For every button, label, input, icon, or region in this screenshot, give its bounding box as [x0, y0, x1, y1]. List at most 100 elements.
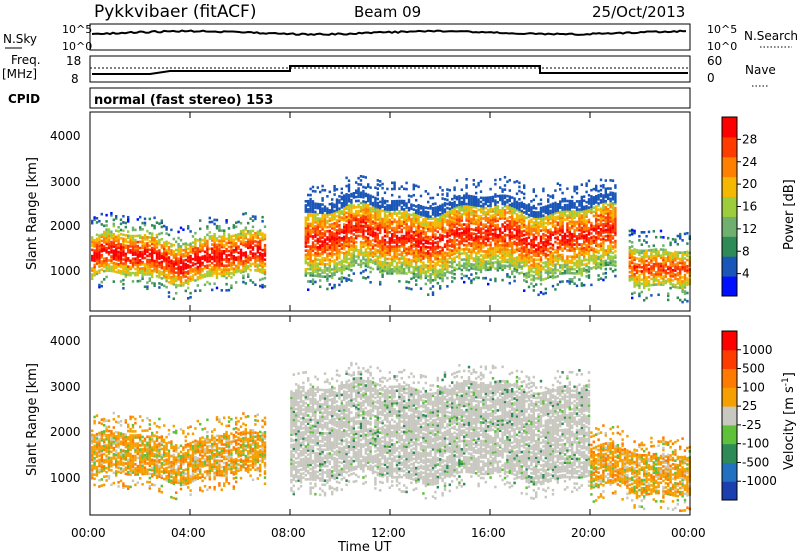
echo-cell — [458, 215, 461, 219]
echo-cell — [458, 242, 461, 245]
echo-cell — [391, 259, 394, 263]
echo-cell — [535, 227, 538, 231]
echo-cell — [573, 210, 576, 213]
echo-cell — [134, 251, 137, 254]
echo-cell — [563, 265, 567, 269]
echo-cell — [535, 219, 538, 223]
echo-cell — [422, 224, 425, 227]
echo-cell — [105, 220, 108, 223]
echo-cell — [187, 257, 190, 261]
echo-cell — [467, 229, 471, 233]
echo-cell — [539, 241, 543, 245]
echo-cell — [458, 219, 461, 223]
echo-cell — [477, 247, 480, 251]
echo-cell — [467, 260, 471, 264]
echo-cell — [196, 238, 199, 242]
echo-cell — [340, 245, 343, 248]
echo-cell — [571, 224, 574, 228]
echo-cell — [465, 192, 468, 196]
echo-cell — [412, 239, 415, 242]
echo-cell — [331, 286, 334, 290]
echo-cell — [316, 213, 319, 216]
echo-cell — [436, 226, 439, 229]
echo-cell — [259, 243, 262, 247]
echo-cell — [163, 265, 166, 269]
echo-cell — [467, 244, 471, 247]
echo-cell — [179, 278, 183, 281]
echo-cell — [331, 202, 334, 205]
echo-cell — [136, 269, 139, 273]
echo-cell — [155, 246, 159, 249]
echo-cell — [551, 247, 555, 251]
echo-cell — [201, 243, 204, 246]
echo-cell — [556, 237, 559, 241]
echo-cell — [323, 258, 327, 262]
echo-cell — [573, 222, 576, 226]
echo-cell — [441, 226, 444, 229]
echo-cell — [367, 183, 370, 186]
echo-cell — [472, 267, 475, 271]
echo-cell — [424, 218, 427, 222]
echo-cell — [311, 226, 315, 230]
echo-cell — [350, 203, 353, 206]
echo-cell — [117, 256, 120, 260]
echo-cell — [441, 215, 444, 219]
echo-cell — [112, 263, 115, 267]
echo-cell — [403, 222, 406, 226]
echo-cell — [400, 253, 403, 256]
echo-cell — [227, 245, 231, 249]
echo-cell — [467, 231, 471, 235]
echo-cell — [403, 212, 406, 215]
echo-cell — [508, 244, 511, 248]
echo-cell — [364, 209, 367, 212]
echo-cell — [177, 265, 180, 269]
echo-cell — [343, 212, 346, 216]
echo-cell — [172, 243, 175, 247]
echo-cell — [319, 268, 322, 272]
echo-cell — [393, 251, 396, 255]
echo-cell — [206, 252, 209, 255]
echo-cell — [441, 261, 444, 264]
echo-cell — [395, 199, 399, 203]
nsky-label: N.Sky — [3, 32, 37, 46]
echo-cell — [119, 245, 123, 248]
echo-cell — [311, 282, 315, 286]
echo-cell — [263, 285, 267, 288]
echo-cell — [508, 216, 511, 219]
echo-cell — [403, 234, 406, 238]
echo-cell — [429, 221, 432, 225]
echo-cell — [213, 268, 216, 271]
echo-cell — [119, 255, 123, 259]
echo-cell — [347, 247, 351, 250]
echo-cell — [434, 227, 437, 230]
echo-cell — [465, 223, 468, 226]
echo-cell — [415, 184, 418, 188]
echo-cell — [347, 245, 351, 248]
echo-cell — [242, 243, 245, 247]
echo-cell — [388, 212, 391, 216]
echo-cell — [309, 245, 312, 248]
echo-cell — [119, 232, 123, 236]
echo-cell — [403, 249, 406, 252]
echo-cell — [467, 250, 471, 253]
echo-cell — [491, 255, 495, 258]
echo-cell — [184, 281, 187, 284]
echo-cell — [479, 235, 483, 239]
echo-cell — [434, 255, 437, 259]
echo-cell — [386, 247, 389, 250]
echo-cell — [213, 282, 216, 286]
echo-cell — [484, 268, 487, 272]
echo-cell — [571, 195, 574, 199]
echo-cell — [403, 261, 406, 265]
echo-cell — [515, 200, 519, 204]
echo-cell — [172, 274, 175, 278]
echo-cell — [254, 254, 257, 258]
echo-cell — [160, 225, 163, 229]
echo-cell — [203, 250, 207, 254]
echo-cell — [580, 284, 583, 287]
echo-cell — [309, 187, 312, 191]
echo-cell — [482, 211, 485, 214]
echo-cell — [583, 246, 586, 250]
echo-cell — [542, 224, 545, 228]
echo-cell — [309, 267, 312, 271]
